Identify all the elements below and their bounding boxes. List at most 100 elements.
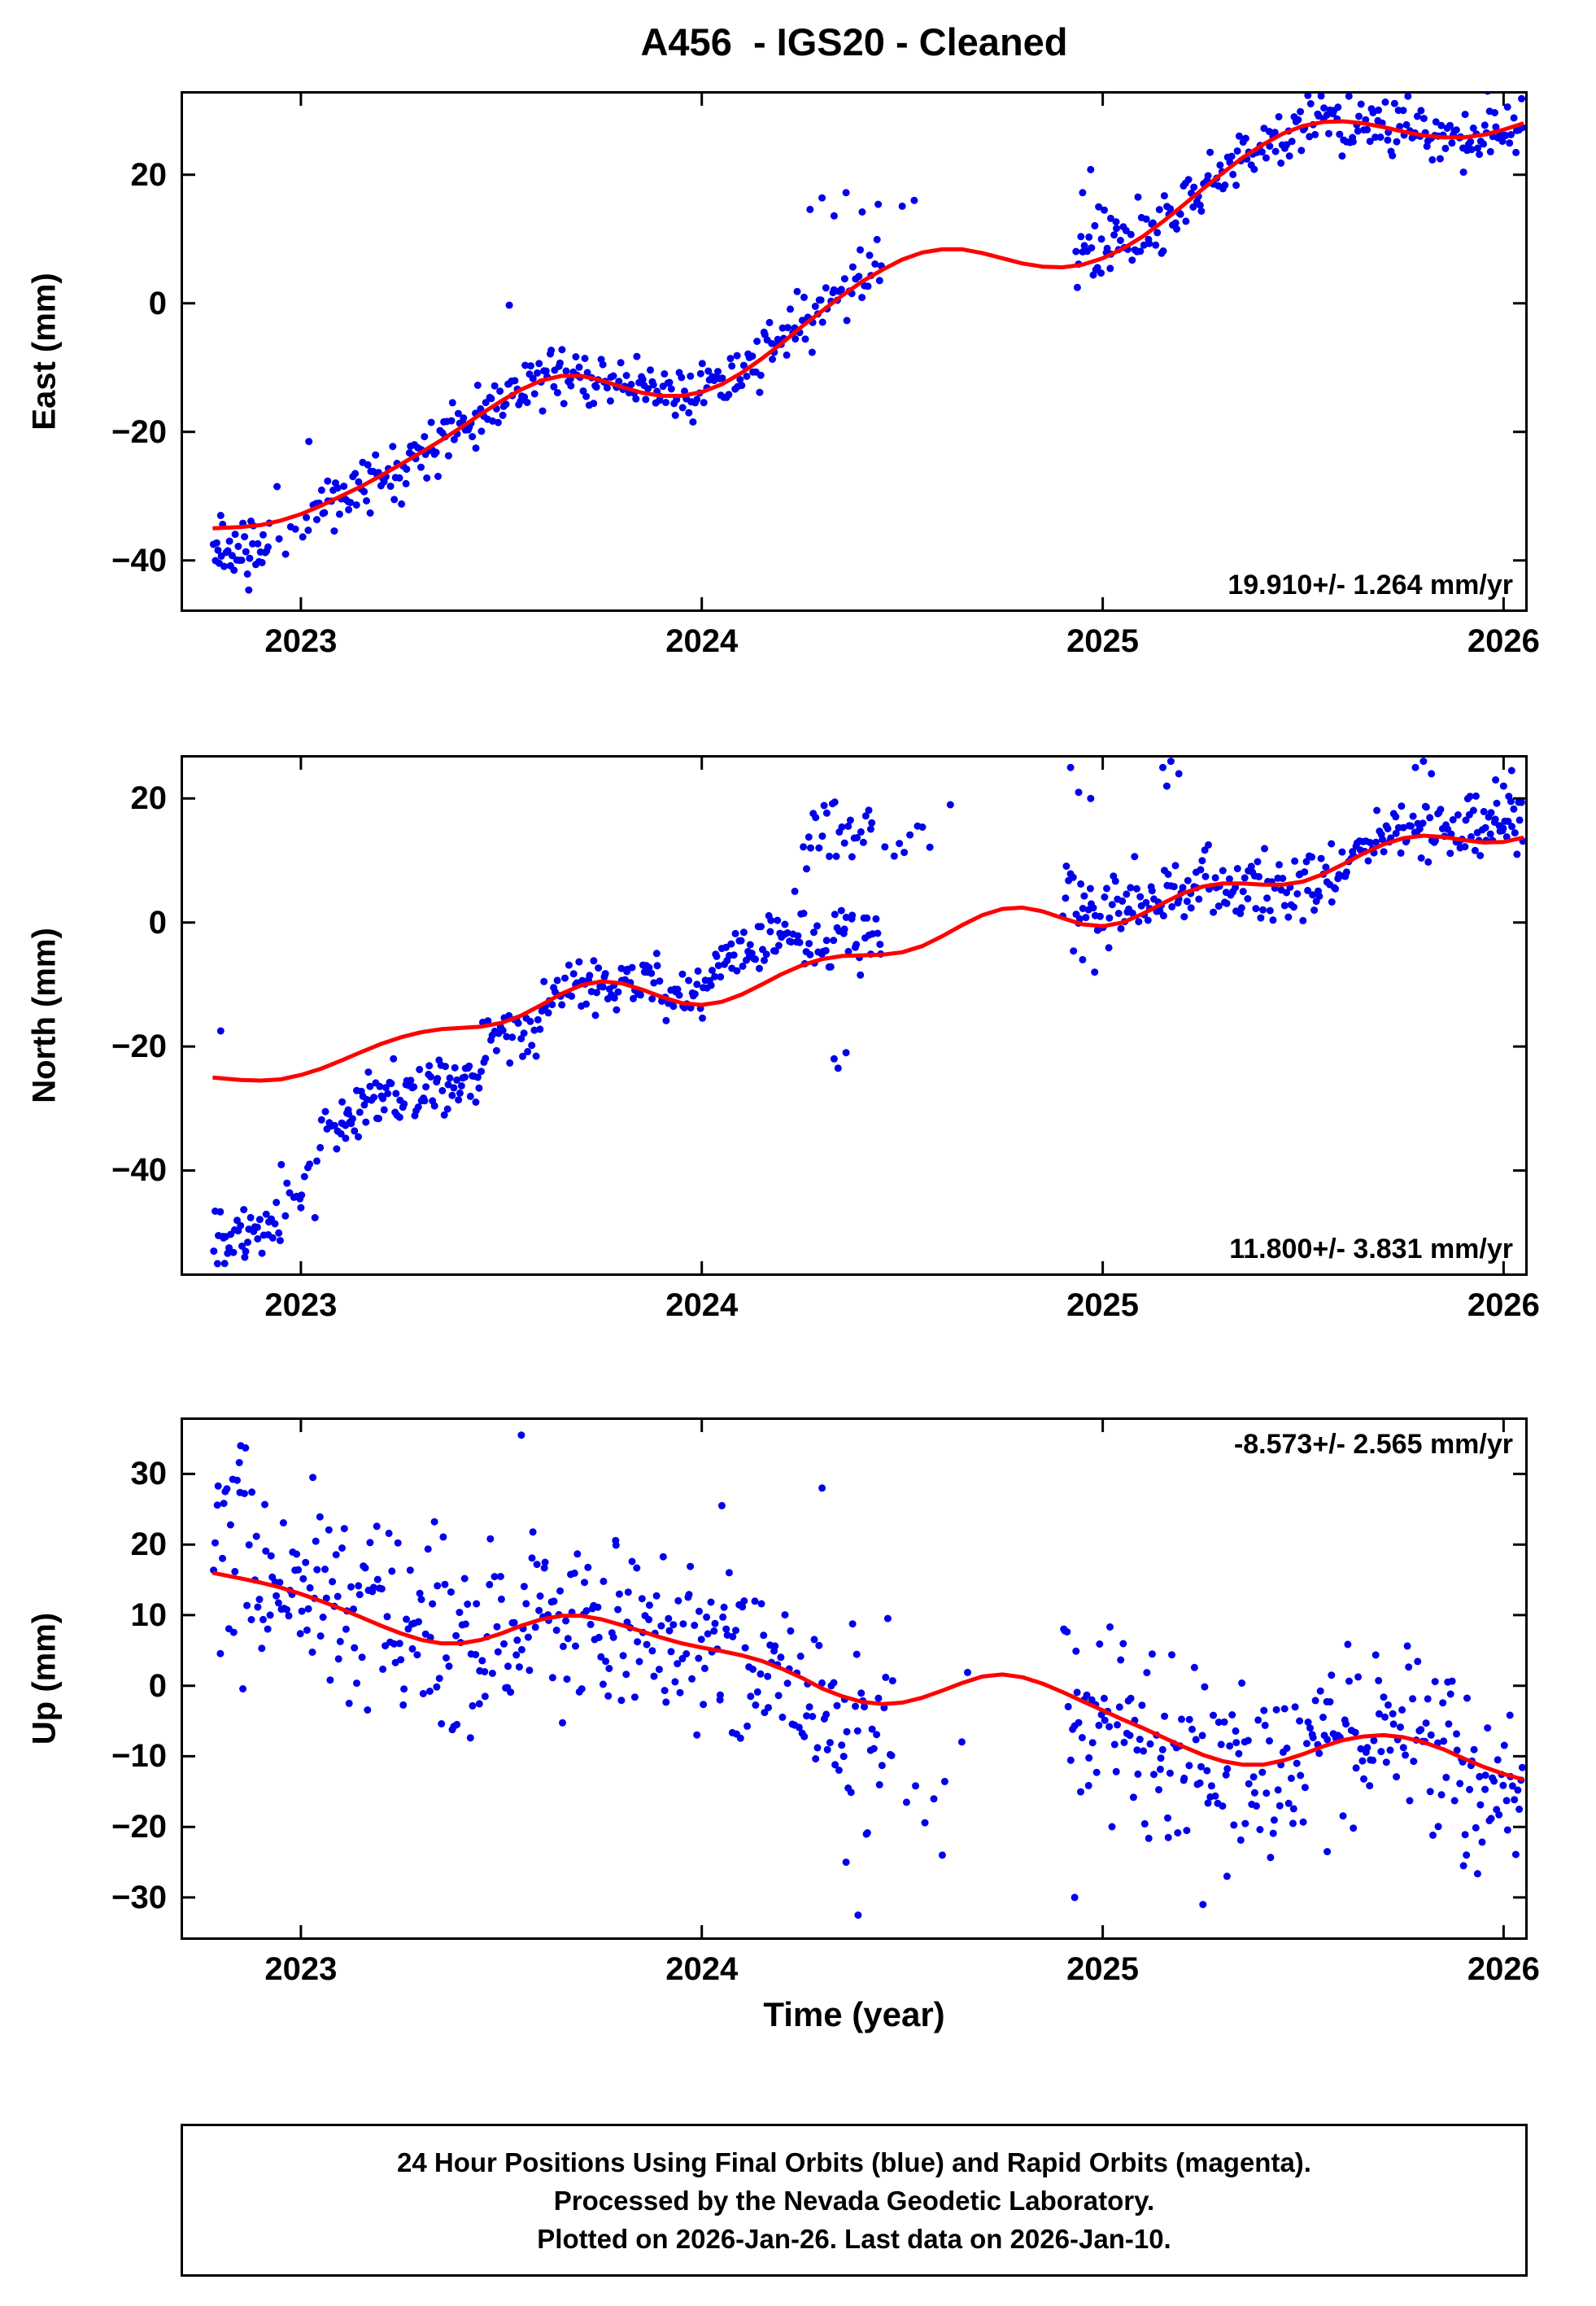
- east-rate-label: 19.910+/- 1.264 mm/yr: [1228, 570, 1513, 601]
- data-point: [229, 1248, 238, 1256]
- data-point: [1184, 176, 1193, 184]
- data-point: [1511, 1850, 1520, 1858]
- data-point: [689, 418, 697, 426]
- data-point: [617, 359, 625, 367]
- data-point: [1277, 159, 1285, 167]
- data-point: [234, 543, 242, 550]
- data-point: [1283, 889, 1290, 897]
- data-point: [840, 925, 848, 933]
- data-point: [1072, 1647, 1080, 1655]
- data-point: [1066, 1756, 1075, 1764]
- data-point: [1511, 1796, 1519, 1804]
- data-point: [693, 395, 701, 404]
- data-point: [1293, 890, 1302, 898]
- data-point: [1309, 1734, 1317, 1741]
- data-point: [1263, 894, 1271, 902]
- data-point: [760, 1631, 768, 1640]
- data-point: [757, 371, 765, 379]
- axis-ticks: [181, 755, 1528, 1276]
- data-point: [727, 940, 735, 948]
- data-point: [439, 1533, 447, 1541]
- data-point: [382, 1084, 390, 1092]
- outlier-point: [842, 189, 850, 197]
- data-point: [1241, 134, 1249, 142]
- y-tick-label: −10: [111, 1738, 167, 1775]
- outlier-point: [858, 208, 866, 216]
- y-tick-label: −40: [111, 542, 167, 579]
- data-point: [373, 1575, 382, 1583]
- data-point: [363, 497, 370, 504]
- data-point: [1140, 1819, 1149, 1828]
- data-point: [473, 382, 482, 389]
- data-point: [572, 1642, 579, 1650]
- data-point: [351, 1127, 359, 1135]
- page-title: A456 - IGS20 - Cleaned: [640, 20, 1068, 63]
- data-point: [1486, 147, 1494, 155]
- data-point: [214, 1482, 222, 1490]
- data-point: [1159, 247, 1167, 255]
- data-point: [1166, 1769, 1174, 1777]
- data-point: [372, 451, 380, 459]
- data-point: [534, 369, 541, 377]
- data-point: [1500, 1741, 1508, 1749]
- data-point: [1171, 862, 1180, 870]
- data-point: [634, 1638, 642, 1646]
- data-point: [623, 1618, 631, 1627]
- data-point: [1238, 1679, 1246, 1687]
- data-point: [716, 1691, 724, 1699]
- data-point: [713, 952, 721, 960]
- data-point: [1236, 910, 1245, 918]
- data-point: [1502, 1797, 1511, 1805]
- data-point: [868, 1725, 876, 1733]
- data-point: [1375, 106, 1383, 114]
- data-point: [1375, 1676, 1383, 1684]
- data-point: [559, 1642, 567, 1650]
- data-point: [848, 263, 857, 271]
- data-point: [259, 1615, 267, 1623]
- data-point: [1225, 875, 1233, 883]
- data-point: [1197, 866, 1205, 874]
- data-point: [355, 478, 363, 486]
- data-point: [521, 393, 529, 401]
- data-point: [1077, 233, 1085, 241]
- data-point: [874, 1694, 883, 1702]
- data-point: [445, 1662, 453, 1671]
- data-point: [1296, 1717, 1304, 1725]
- data-point: [918, 823, 927, 831]
- data-point: [330, 1121, 338, 1129]
- data-point: [726, 355, 735, 363]
- data-point: [402, 479, 410, 487]
- data-point: [1075, 1719, 1083, 1727]
- data-point: [455, 1096, 463, 1104]
- data-point: [595, 1633, 603, 1641]
- data-point: [643, 1640, 651, 1649]
- data-point: [1187, 904, 1195, 912]
- data-point: [739, 1603, 747, 1611]
- data-point: [564, 1635, 572, 1643]
- data-point: [528, 1042, 536, 1050]
- data-point: [262, 1547, 270, 1555]
- data-point: [1454, 811, 1462, 819]
- data-point: [264, 1625, 272, 1633]
- data-point: [1262, 154, 1270, 162]
- data-point: [1101, 893, 1109, 901]
- data-point: [1267, 1854, 1275, 1862]
- outlier-point: [1159, 763, 1166, 771]
- data-point: [517, 1645, 525, 1653]
- data-point: [573, 1550, 582, 1558]
- data-point: [1467, 138, 1475, 146]
- data-point: [1110, 1740, 1119, 1749]
- data-point: [765, 1704, 772, 1712]
- data-point: [1476, 1801, 1485, 1809]
- data-point: [674, 985, 682, 994]
- data-point: [1381, 98, 1389, 106]
- data-point: [1355, 112, 1363, 120]
- data-point: [481, 1668, 489, 1675]
- data-point: [1285, 152, 1293, 160]
- data-point: [1291, 1703, 1299, 1711]
- data-point: [316, 1632, 325, 1640]
- data-point: [590, 400, 598, 408]
- north-axis-label: North (mm): [26, 928, 63, 1103]
- outlier-point: [1507, 766, 1515, 775]
- data-point: [703, 1613, 711, 1621]
